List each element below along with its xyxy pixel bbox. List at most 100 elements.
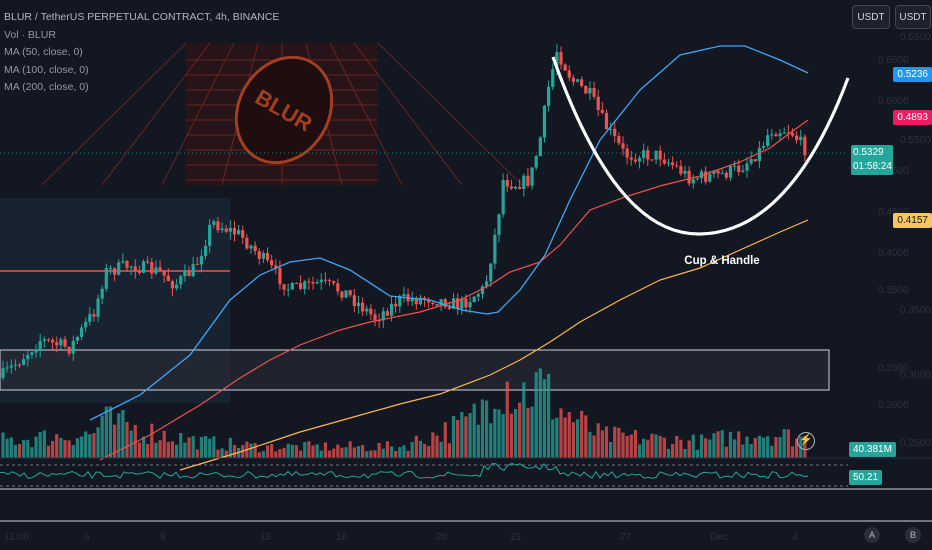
ma100-badge: 0.4893 (893, 110, 932, 125)
candle-body (704, 171, 708, 182)
candle-body (92, 314, 96, 317)
volume-bar (600, 430, 604, 458)
blur-logo-watermark: BLUR (41, 42, 523, 186)
candle-body (319, 279, 323, 283)
candle-body (191, 264, 195, 277)
volume-bar (518, 402, 522, 458)
candle-body (542, 105, 547, 138)
candle-body (9, 365, 13, 368)
candle-body (146, 261, 150, 263)
candle-body (530, 167, 534, 186)
log-scale-button[interactable]: B (905, 527, 921, 543)
volume-bar (133, 425, 137, 458)
candle-body (63, 339, 67, 347)
candle-body (237, 230, 241, 235)
candle-body (456, 298, 460, 309)
volume-bar (249, 443, 253, 458)
candle-body (195, 264, 199, 266)
volume-bar (92, 433, 96, 458)
candle-body (129, 266, 133, 268)
candle-body (497, 214, 501, 235)
candle-body (1, 368, 5, 378)
volume-legend[interactable]: Vol · BLUR (4, 28, 56, 41)
candle-body (365, 308, 369, 312)
price-tick-label: 0.2500 (878, 363, 909, 374)
candle-body (795, 135, 799, 141)
candle-body (369, 308, 373, 315)
price-tick-label: 0.6500 (878, 55, 909, 66)
price-tick-label: 0.3500 (900, 305, 931, 316)
auto-scale-button[interactable]: A (864, 527, 880, 543)
candle-body (67, 346, 71, 354)
candle-body (203, 245, 208, 257)
cup-handle-label: Cup & Handle (684, 255, 759, 267)
volume-bar (294, 445, 299, 458)
time-axis[interactable]: 12:00 6 9 13 16 20 23 27 Dec 4 (4, 532, 798, 543)
volume-bar (30, 447, 34, 458)
volume-bar (220, 448, 224, 458)
ma50-legend[interactable]: MA (50, close, 0) (4, 46, 83, 58)
volume-bar (158, 440, 162, 458)
volume-bar (621, 432, 625, 458)
candle-body (344, 290, 348, 298)
price-tick-label: 0.2500 (900, 438, 931, 449)
candle-body (323, 279, 327, 281)
volume-bar (154, 442, 158, 458)
candle-body (604, 112, 609, 130)
candle-body (724, 172, 728, 178)
volume-bar (117, 413, 121, 458)
candle-body (774, 134, 778, 137)
volume-bar (278, 449, 282, 458)
volume-bar (712, 433, 716, 458)
candle-body (480, 286, 485, 295)
candle-body (423, 297, 427, 300)
price-axis[interactable]: 0.5500 0.6500 0.6000 0.5500 0.4500 0.4500 0.40… (878, 32, 931, 449)
candle-body (315, 282, 319, 284)
price-tick-label: 0.4500 (878, 207, 909, 218)
time-tick-label: 9 (160, 532, 166, 543)
candle-body (460, 298, 464, 309)
candle-body (265, 252, 270, 261)
time-tick-label: 23 (510, 532, 522, 543)
candle-body (427, 299, 431, 303)
candle-body (26, 354, 30, 360)
volume-bar (203, 436, 208, 458)
volume-bar (150, 423, 154, 458)
currency-button[interactable]: USDT (852, 5, 890, 29)
volume-bar (59, 437, 63, 458)
candle-body (71, 340, 75, 354)
volume-bar (224, 450, 228, 458)
volume-bar (394, 450, 398, 458)
candle-body (5, 367, 9, 369)
last-price-badge: 0.5329 01:58:24 (851, 145, 893, 175)
symbol-title[interactable]: BLUR / TetherUS PERPETUAL CONTRACT, 4h, … (4, 11, 280, 23)
candle-body (220, 228, 224, 231)
candle-body (170, 281, 175, 289)
candle-body (790, 132, 795, 136)
volume-bar (604, 426, 609, 458)
candle-body (522, 175, 526, 190)
volume-bar (464, 416, 468, 458)
ma200-legend[interactable]: MA (200, close, 0) (4, 81, 89, 93)
ma100-legend[interactable]: MA (100, close, 0) (4, 63, 89, 76)
candle-body (489, 263, 493, 282)
candle-body (617, 136, 621, 144)
volume-bar (662, 437, 666, 458)
volume-bar (588, 431, 592, 458)
volume-bar (336, 444, 340, 458)
volume-bar (790, 446, 795, 458)
volume-badge: 40.381M (849, 442, 896, 457)
volume-bar (559, 408, 563, 458)
volume-bar (344, 447, 348, 458)
volume-bar (534, 372, 538, 458)
candle-body (162, 270, 166, 276)
volume-bar (389, 446, 394, 458)
candle-body (117, 262, 121, 275)
candle-body (766, 135, 770, 147)
volume-bar (774, 437, 778, 458)
currency-button[interactable]: USDT (895, 5, 931, 29)
volume-bar (51, 440, 55, 458)
lightning-icon[interactable]: ⚡ (797, 432, 815, 450)
candle-body (141, 261, 146, 273)
